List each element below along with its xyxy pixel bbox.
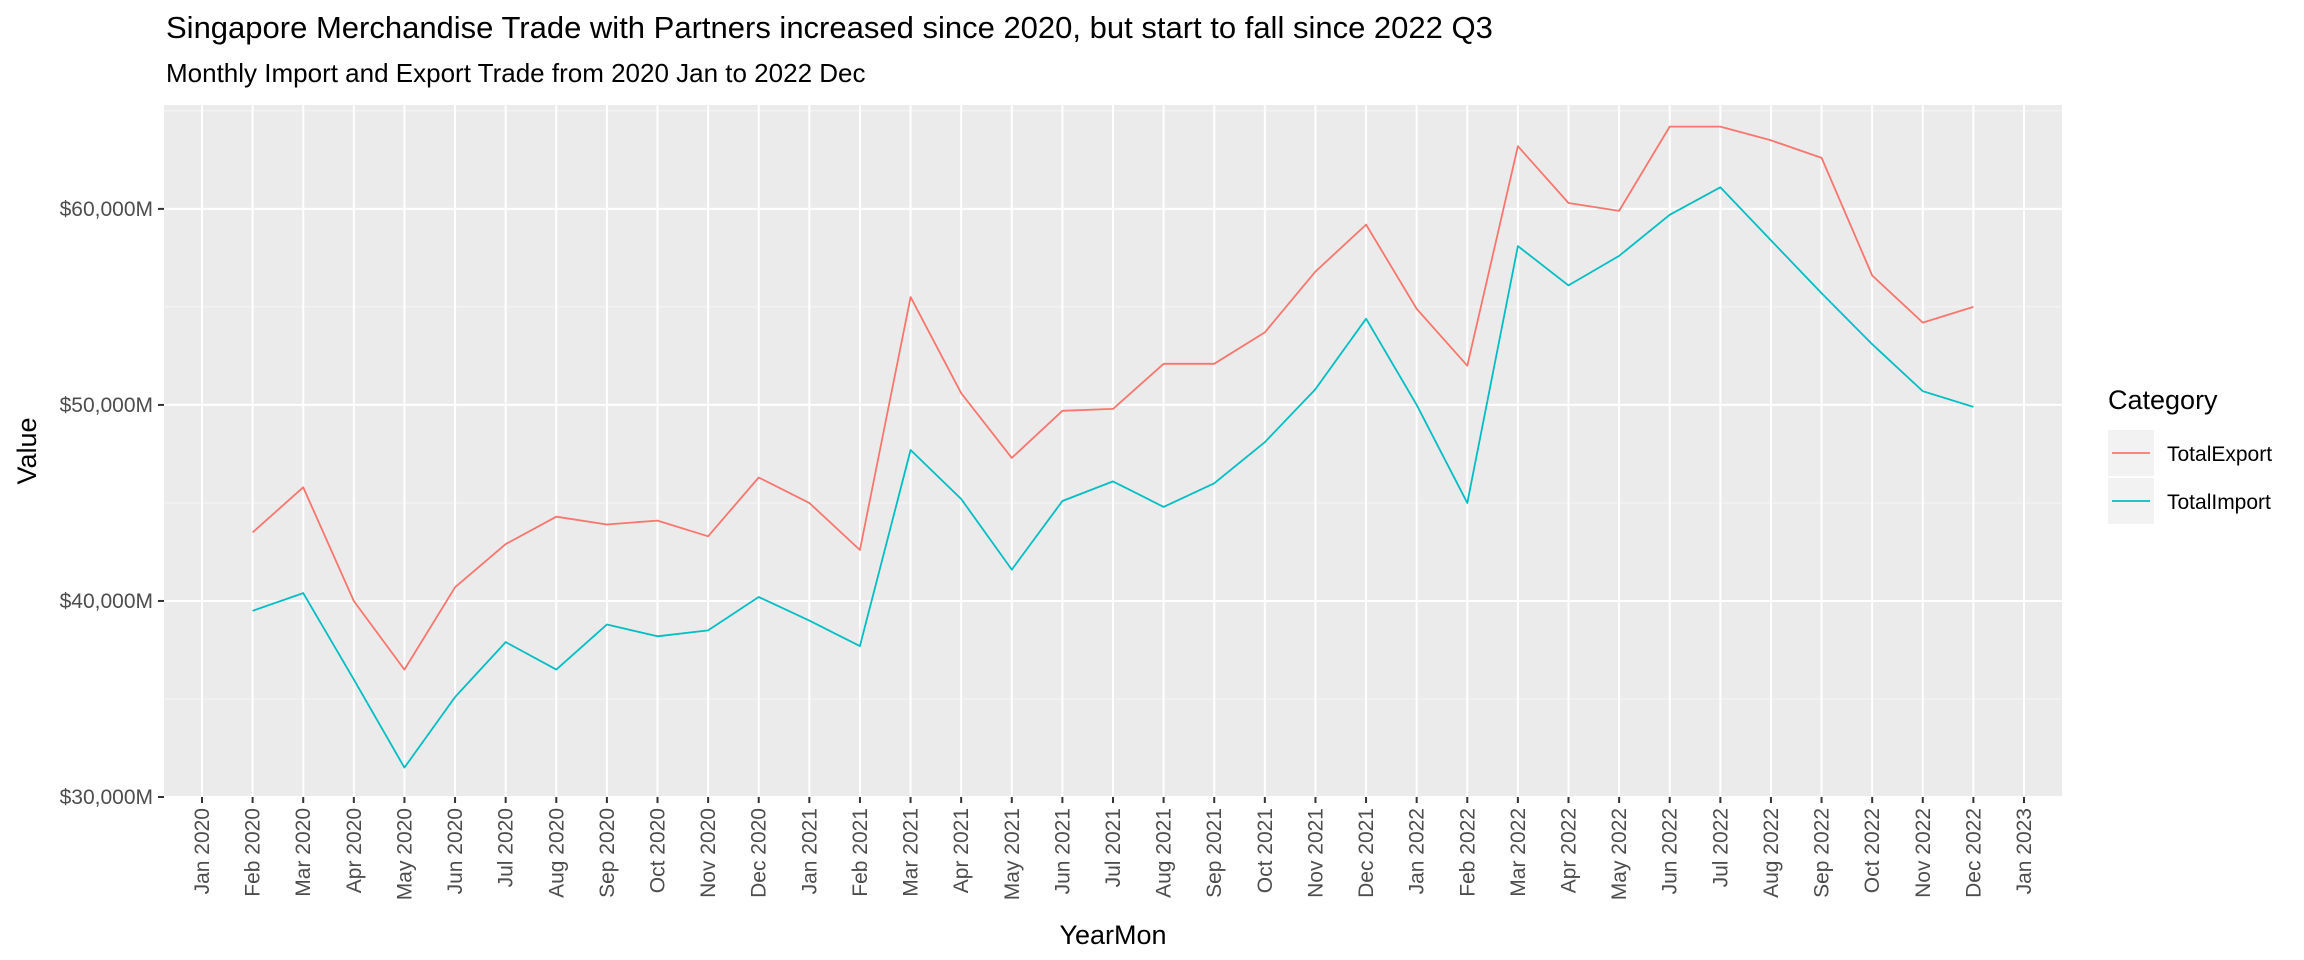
x-tick-label: Feb 2022 <box>1456 808 1479 897</box>
x-tick-label: Oct 2022 <box>1861 808 1884 893</box>
x-tick-label: Apr 2020 <box>343 808 366 893</box>
x-tick-label: Sep 2020 <box>596 808 619 898</box>
x-tick-label: Aug 2022 <box>1760 808 1783 898</box>
x-tick-label: Dec 2021 <box>1355 808 1378 898</box>
x-tick-label: May 2022 <box>1608 808 1631 900</box>
x-tick-label: Oct 2020 <box>647 808 670 893</box>
y-tick-label: $40,000M <box>60 590 153 613</box>
x-tick-label: Oct 2021 <box>1254 808 1277 893</box>
x-tick-label: Jan 2023 <box>2013 808 2036 894</box>
chart-title: Singapore Merchandise Trade with Partner… <box>166 10 1493 45</box>
x-tick-label: Nov 2020 <box>697 808 720 898</box>
x-tick-label: Feb 2020 <box>242 808 265 897</box>
x-tick-label: Jun 2022 <box>1659 808 1682 894</box>
legend-label: TotalExport <box>2167 443 2272 466</box>
x-tick-label: Jul 2022 <box>1709 808 1732 887</box>
x-axis: Jan 2020 Feb 2020 Mar 2020 Apr 2020 May 2020… <box>191 797 2036 900</box>
legend-label: TotalImport <box>2167 491 2271 514</box>
x-tick-label: Feb 2021 <box>849 808 872 897</box>
x-tick-label: Aug 2020 <box>545 808 568 898</box>
x-tick-label: Apr 2021 <box>950 808 973 893</box>
x-tick-label: Jul 2021 <box>1102 808 1125 887</box>
y-tick-label: $60,000M <box>60 198 153 221</box>
chart-subtitle: Monthly Import and Export Trade from 202… <box>166 58 866 88</box>
x-tick-label: Jan 2022 <box>1406 808 1429 894</box>
x-tick-label: Jul 2020 <box>495 808 518 887</box>
x-tick-label: Nov 2021 <box>1304 808 1327 898</box>
y-tick-label: $30,000M <box>60 786 153 809</box>
x-tick-label: Mar 2020 <box>292 808 315 897</box>
x-tick-label: Jan 2021 <box>798 808 821 894</box>
x-tick-label: Mar 2022 <box>1507 808 1530 897</box>
y-axis-title: Value <box>12 417 42 484</box>
y-tick-label: $50,000M <box>60 394 153 417</box>
x-tick-label: Nov 2022 <box>1912 808 1935 898</box>
x-tick-label: May 2020 <box>393 808 416 900</box>
x-tick-label: Mar 2021 <box>900 808 923 897</box>
legend: Category TotalExport TotalImport <box>2108 385 2272 524</box>
legend-title: Category <box>2108 385 2218 415</box>
x-tick-label: Jun 2020 <box>444 808 467 894</box>
plot-panel <box>164 105 2062 798</box>
x-tick-label: Apr 2022 <box>1558 808 1581 893</box>
x-tick-label: Dec 2022 <box>1962 808 1985 898</box>
x-tick-label: Jun 2021 <box>1051 808 1074 894</box>
series-line-totalimport <box>252 186 1974 769</box>
x-tick-label: May 2021 <box>1001 808 1024 900</box>
x-tick-label: Sep 2022 <box>1811 808 1834 898</box>
x-tick-label: Aug 2021 <box>1153 808 1176 898</box>
series-line-totalexport <box>252 125 1974 671</box>
x-tick-label: Dec 2020 <box>748 808 771 898</box>
series-layer <box>252 125 1974 769</box>
x-tick-label: Jan 2020 <box>191 808 214 894</box>
x-axis-title: YearMon <box>1059 920 1166 950</box>
y-axis: $30,000M $40,000M $50,000M $60,000M <box>60 198 164 809</box>
x-tick-label: Sep 2021 <box>1203 808 1226 898</box>
